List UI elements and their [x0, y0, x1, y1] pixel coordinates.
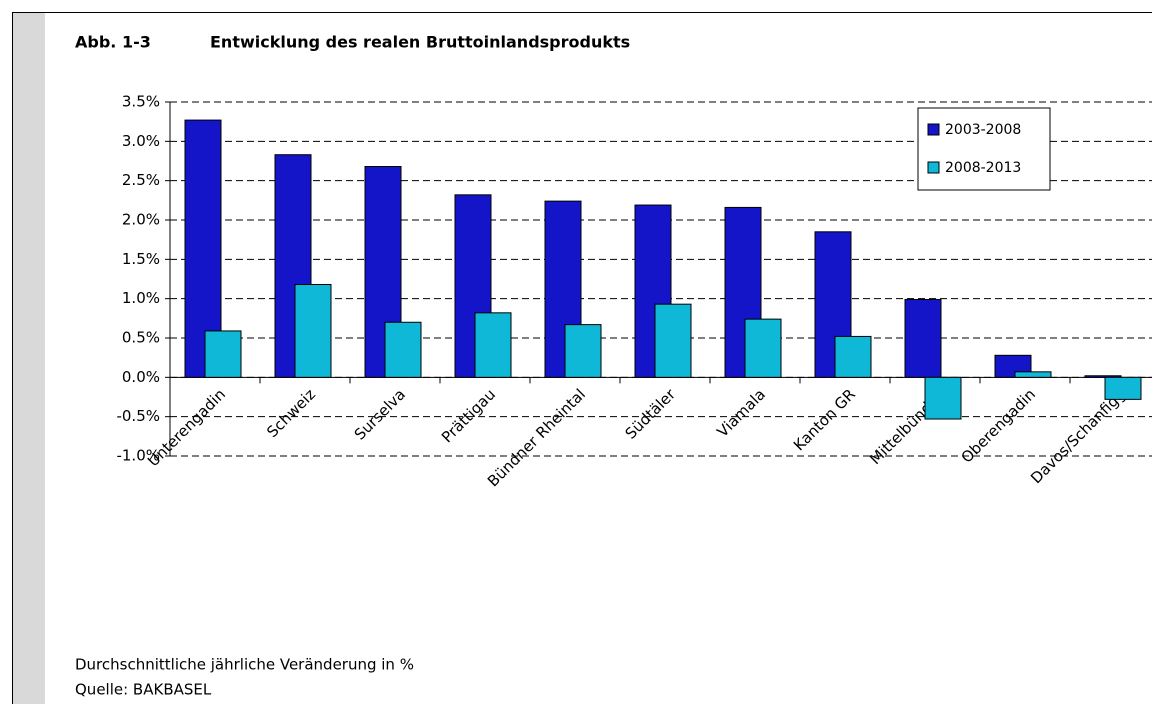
- bar: [744, 318, 782, 378]
- y-tick-label: 0.5%: [122, 329, 160, 347]
- bar: [1084, 375, 1122, 378]
- bar: [294, 284, 332, 378]
- y-tick-label: 1.0%: [122, 289, 160, 307]
- y-tick-label: -0.5%: [116, 407, 160, 425]
- figure-label: Abb. 1-3: [75, 33, 151, 52]
- y-tick-label: 2.0%: [122, 211, 160, 229]
- bar: [1014, 371, 1052, 378]
- bar: [924, 376, 962, 420]
- legend-box: [917, 107, 1051, 191]
- note: Quelle: BAKBASEL: [75, 681, 212, 699]
- bar: [474, 312, 512, 378]
- bar: [654, 303, 692, 378]
- bar: [204, 330, 242, 378]
- bar: [564, 324, 602, 378]
- legend-swatch: [927, 123, 940, 136]
- legend-label: 2003-2008: [945, 122, 1021, 138]
- y-tick-label: 0.0%: [122, 368, 160, 386]
- y-tick-label: 2.5%: [122, 171, 160, 189]
- chart-title: Entwicklung des realen Bruttoinlandsprod…: [210, 33, 630, 52]
- y-tick-label: -1.0%: [116, 447, 160, 465]
- side-strip: [13, 13, 45, 704]
- y-tick-label: 3.0%: [122, 132, 160, 150]
- bar: [1104, 376, 1142, 400]
- legend-label: 2008-2013: [945, 160, 1021, 176]
- y-tick-label: 3.5%: [122, 93, 160, 111]
- bar: [904, 298, 942, 378]
- note: Durchschnittliche jährliche Veränderung …: [75, 656, 414, 674]
- bar: [384, 321, 422, 378]
- legend-swatch: [927, 161, 940, 174]
- y-tick-label: 1.5%: [122, 250, 160, 268]
- bar: [834, 335, 872, 378]
